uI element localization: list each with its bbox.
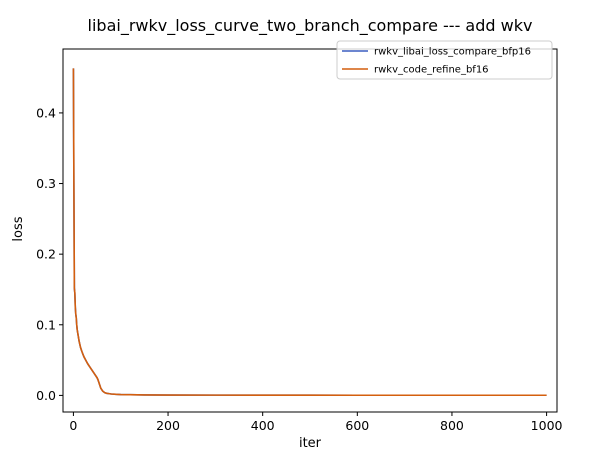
legend-box bbox=[336, 40, 553, 80]
x-axis-ticks: 0 200 400 600 800 1000 bbox=[69, 412, 563, 433]
series-line-1 bbox=[72, 68, 547, 397]
y-tick-label: 0.1 bbox=[36, 317, 56, 332]
plot-frame bbox=[62, 48, 558, 413]
plot-lines bbox=[72, 68, 547, 397]
legend: rwkv_libai_loss_compare_bfp16 rwkv_code_… bbox=[336, 40, 553, 80]
y-axis-ticks: 0.0 0.1 0.2 0.3 0.4 bbox=[36, 105, 63, 403]
chart-title: libai_rwkv_loss_curve_two_branch_compare… bbox=[88, 16, 533, 36]
y-tick-label: 0.2 bbox=[36, 247, 56, 262]
y-axis-label: loss bbox=[11, 216, 26, 241]
x-tick-label: 1000 bbox=[531, 418, 563, 433]
x-tick-label: 800 bbox=[440, 418, 464, 433]
y-tick-label: 0.0 bbox=[36, 388, 56, 403]
x-tick-label: 200 bbox=[156, 418, 180, 433]
legend-entry-series-2: rwkv_code_refine_bf16 bbox=[374, 65, 489, 76]
y-tick-label: 0.4 bbox=[36, 105, 56, 120]
y-tick-label: 0.3 bbox=[36, 176, 56, 191]
x-axis-label: iter bbox=[299, 436, 322, 451]
x-tick-label: 0 bbox=[69, 418, 77, 433]
series-line-2 bbox=[72, 68, 547, 397]
legend-entry-series-1: rwkv_libai_loss_compare_bfp16 bbox=[374, 47, 531, 58]
x-tick-label: 400 bbox=[251, 418, 275, 433]
x-tick-label: 600 bbox=[345, 418, 369, 433]
